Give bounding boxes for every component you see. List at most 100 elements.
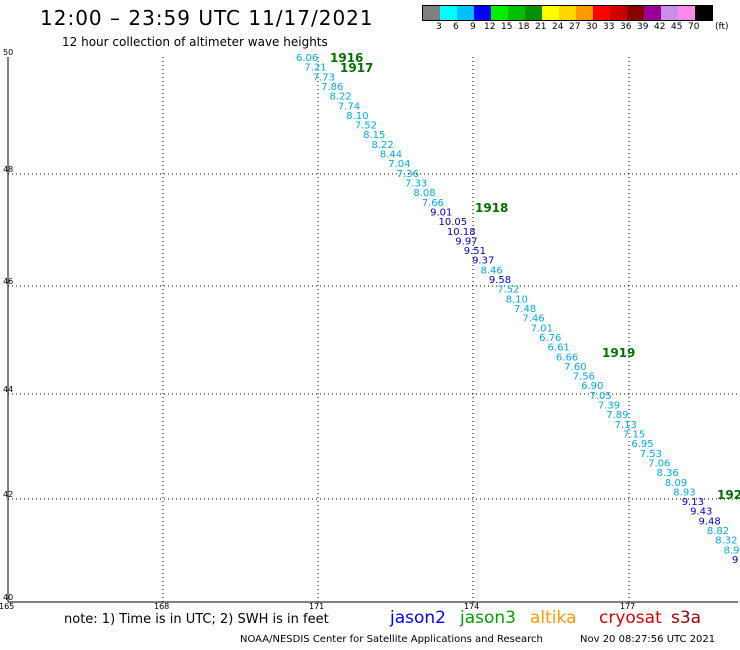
legend-label: 33 [603,22,615,32]
track-time-label: 1919 [602,346,635,360]
swh-value: 7.74 [338,101,360,112]
x-axis-label: 165 [0,602,14,611]
y-axis-label: 48 [3,165,13,174]
swh-value: 7.66 [422,198,444,209]
legend-label: 42 [654,22,666,32]
swh-value: 8.15 [363,130,385,141]
satellite-label: altika [530,608,577,628]
swh-value: 7.89 [606,410,628,421]
legend-label: 70 [688,22,700,32]
swh-value: 9.97 [455,236,477,247]
footer-credit: NOAA/NESDIS Center for Satellite Applica… [240,634,543,645]
swh-value: 6.90 [581,381,603,392]
page-subtitle: 12 hour collection of altimeter wave hei… [62,35,328,49]
note-text: note: 1) Time is in UTC; 2) SWH is in fe… [64,612,329,627]
swh-value: 8.09 [665,478,687,489]
legend-swatch [593,6,610,20]
swh-value: 8.08 [413,188,435,199]
swh-value: 7.36 [397,169,419,180]
y-axis-label: 46 [3,277,13,286]
legend-label: 24 [552,22,564,32]
swh-value: 7.48 [514,304,536,315]
swh-value: 7.39 [598,401,620,412]
swh-value: 8.10 [506,294,528,305]
swh-value: 9.58 [489,275,511,286]
legend-swatch [440,6,457,20]
swh-value: 9.48 [698,516,720,527]
swh-value: 8.10 [346,111,368,122]
legend-label: 6 [453,22,459,32]
track-time-label: 192 [717,488,740,502]
x-axis-label: 174 [464,602,479,611]
swh-value: 7.05 [589,391,611,402]
swh-value: 10.05 [439,217,468,228]
swh-value: 7.01 [531,323,553,334]
track-time-label: 1917 [340,61,373,75]
swh-value: 8.44 [380,150,402,161]
legend-label: 36 [620,22,632,32]
swh-value: 9.37 [472,256,494,267]
legend-swatch [695,6,712,20]
swh-value: 9.43 [690,507,712,518]
swh-value: 7.21 [304,63,326,74]
x-axis-label: 171 [309,602,324,611]
track-time-label: 1918 [475,201,508,215]
swh-value: 10.18 [447,227,476,238]
swh-value: 7.53 [640,449,662,460]
swh-value: 9.13 [682,497,704,508]
swh-value: 7.15 [623,430,645,441]
page-title: 12:00 – 23:59 UTC 11/17/2021 [40,6,374,30]
legend-label: 27 [569,22,581,32]
legend-color-bar [422,5,713,21]
swh-value: 9.51 [464,246,486,257]
swh-value: 6.95 [631,439,653,450]
y-axis-label: 40 [3,593,13,602]
legend-swatch [559,6,576,20]
y-axis-label: 50 [3,48,13,57]
legend-label: 30 [586,22,598,32]
swh-value: 8.82 [707,526,729,537]
swh-value: 6.06 [296,53,318,64]
swh-value: 9.01 [430,207,452,218]
legend-swatch [644,6,661,20]
legend-swatch [423,6,440,20]
legend-swatch [508,6,525,20]
legend-swatch [542,6,559,20]
swh-value: 8.32 [715,536,737,547]
swh-value: 8.22 [371,140,393,151]
legend-label: 15 [501,22,513,32]
legend-label: 39 [637,22,649,32]
satellite-label: cryosat [599,608,662,628]
swh-value: 7.86 [321,82,343,93]
swh-value: 7.73 [313,72,335,83]
legend-swatch [627,6,644,20]
track-time-label: 1916 [330,51,363,65]
color-legend: 3 6 9 12 15 18 21 24 27 30 33 36 39 42 45 70 [422,5,713,32]
legend-label: 45 [671,22,683,32]
legend-swatch [525,6,542,20]
swh-value: 7.52 [355,121,377,132]
legend-swatch [678,6,695,20]
swh-value: 7.56 [573,372,595,383]
legend-unit: (ft) [715,22,729,32]
satellite-label: jason3 [460,608,516,628]
swh-value: 7.60 [564,362,586,373]
legend-swatch [610,6,627,20]
swh-value: 7.46 [522,314,544,325]
legend-label: 21 [535,22,547,32]
legend-labels: 3 6 9 12 15 18 21 24 27 30 33 36 39 42 45 70 [422,22,740,34]
legend-label: 18 [518,22,530,32]
swh-value: 6.76 [539,333,561,344]
swh-value: 8.46 [480,265,502,276]
legend-swatch [661,6,678,20]
swh-value: 8.36 [657,468,679,479]
swh-value: 7.13 [615,420,637,431]
legend-label: 12 [484,22,496,32]
y-axis-label: 42 [3,490,13,499]
legend-label: 3 [436,22,442,32]
legend-swatch [576,6,593,20]
satellite-label: jason2 [390,608,446,628]
legend-swatch [457,6,474,20]
legend-label: 9 [470,22,476,32]
